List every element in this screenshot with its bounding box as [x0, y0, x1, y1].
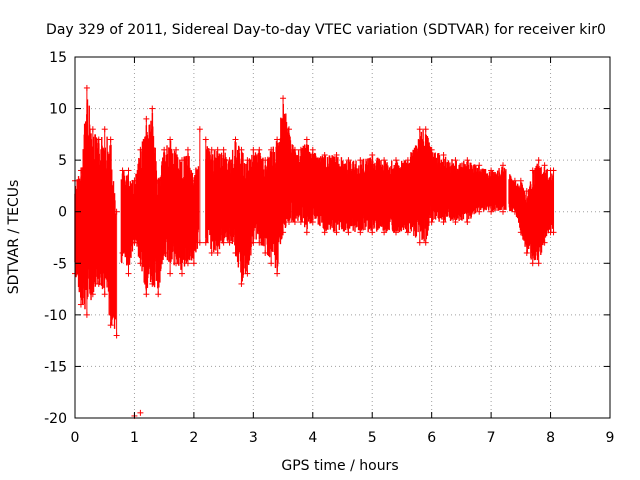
x-tick-label: 2: [189, 430, 198, 446]
axis-ticks: [74, 56, 611, 419]
x-tick-labels: 0 1 2 3 4 5 6 7 8 9: [71, 430, 615, 446]
y-tick-label: -20: [44, 411, 67, 427]
x-tick-label: 7: [487, 430, 496, 446]
chart-title: Day 329 of 2011, Sidereal Day-to-day VTE…: [46, 22, 606, 38]
x-tick-label: 4: [308, 430, 317, 446]
x-tick-label: 8: [546, 430, 555, 446]
x-tick-label: 3: [249, 430, 258, 446]
y-tick-label: 10: [49, 102, 67, 118]
y-tick-label: 5: [58, 153, 67, 169]
y-tick-labels: -20 -15 -10 -5 0 5 10 15: [44, 50, 67, 427]
x-tick-label: 0: [71, 430, 80, 446]
y-tick-label: -10: [44, 308, 67, 324]
y-tick-label: 0: [58, 205, 67, 221]
data-series: [72, 84, 557, 419]
x-tick-label: 1: [130, 430, 139, 446]
x-tick-label: 6: [427, 430, 436, 446]
plot-frame: [74, 56, 611, 419]
x-tick-label: 5: [368, 430, 377, 446]
y-tick-label: 15: [49, 50, 67, 66]
y-tick-label: -5: [53, 256, 67, 272]
x-axis-label: GPS time / hours: [281, 458, 398, 474]
x-tick-label: 9: [606, 430, 615, 446]
y-axis-label: SDTVAR / TECUs: [6, 180, 22, 295]
y-tick-label: -15: [44, 359, 67, 375]
